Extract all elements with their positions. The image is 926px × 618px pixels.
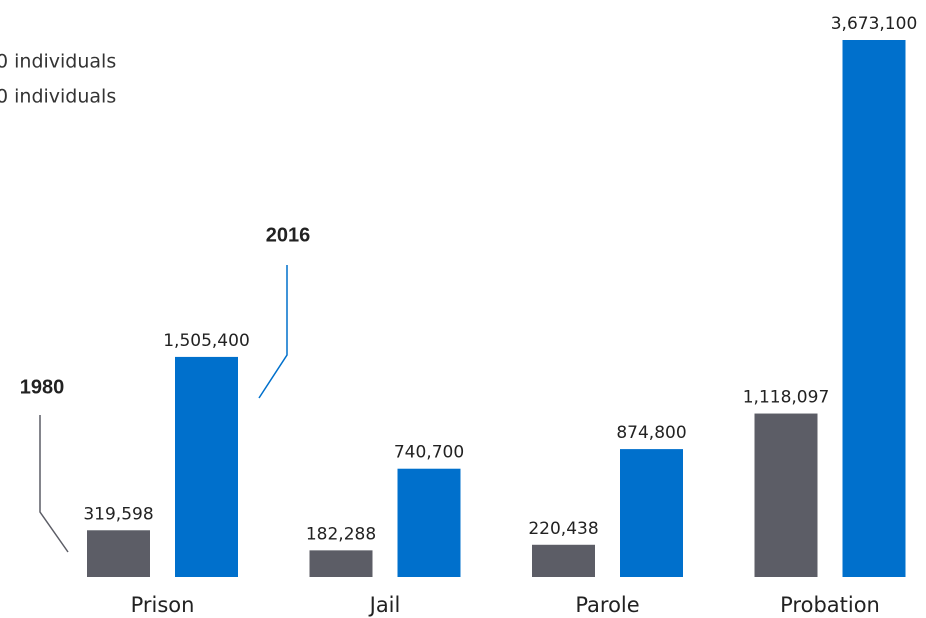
data-label: 1,118,097 xyxy=(743,388,830,408)
bar xyxy=(532,544,595,577)
data-label: 1,505,400 xyxy=(163,331,250,351)
data-label: 182,288 xyxy=(306,524,376,544)
data-label: 3,673,100 xyxy=(831,14,918,34)
bar xyxy=(754,413,818,577)
x-tick-label: Jail xyxy=(368,593,401,617)
series-label: 2016 xyxy=(266,224,311,246)
bar xyxy=(397,468,461,577)
data-label: 874,800 xyxy=(616,423,686,443)
bar xyxy=(620,449,683,577)
x-tick-label: Probation xyxy=(780,593,880,617)
annotation: 0 individuals xyxy=(0,86,116,108)
x-tick-label: Parole xyxy=(575,593,639,617)
bar xyxy=(175,356,238,577)
annotation: 0 individuals xyxy=(0,51,116,73)
bar xyxy=(87,530,150,577)
data-label: 319,598 xyxy=(83,504,153,524)
x-tick-label: Prison xyxy=(131,593,195,617)
leader-line xyxy=(258,265,288,399)
leader-line xyxy=(39,415,69,553)
bar xyxy=(842,40,906,577)
bar xyxy=(309,550,373,577)
data-label: 740,700 xyxy=(394,443,464,463)
data-label: 220,438 xyxy=(528,519,598,539)
series-label: 1980 xyxy=(20,376,65,398)
